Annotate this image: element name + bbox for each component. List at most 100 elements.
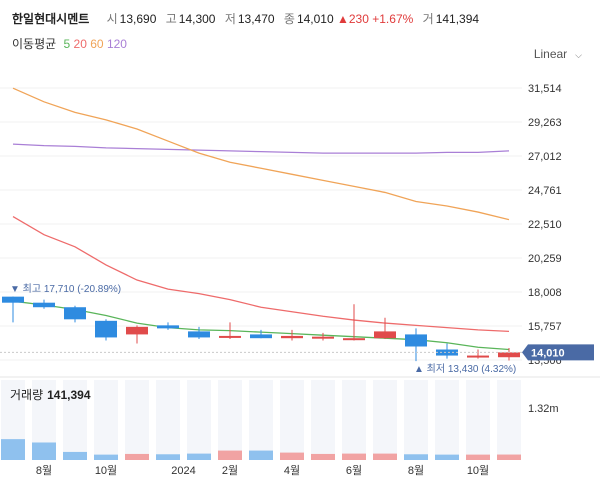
- volume-title-label: 거래량: [10, 388, 44, 402]
- volume-title-value: 141,394: [47, 388, 91, 402]
- change-value: ▲230: [337, 12, 369, 26]
- ma-legend-60[interactable]: 60: [90, 37, 104, 51]
- high-value: 14,300: [178, 12, 216, 26]
- volume-track: [94, 380, 118, 460]
- volume-tick-label: 1.32m: [528, 403, 559, 415]
- candle-body: [436, 349, 458, 356]
- candle-body: [405, 334, 427, 347]
- ma20-line: [12, 216, 510, 333]
- min-annotation: ▲ 최저 13,430 (4.32%): [414, 363, 516, 375]
- candle-body: [219, 335, 241, 338]
- volume-track: [311, 380, 335, 460]
- scale-dropdown[interactable]: Linear ⌵: [534, 47, 582, 61]
- volume-bar: [280, 452, 304, 460]
- ma60-line: [12, 87, 510, 221]
- volume-title: 거래량 141,394: [10, 386, 91, 403]
- volume-track: [218, 380, 242, 460]
- y-tick-label: 22,510: [528, 219, 562, 231]
- volume-track: [249, 380, 273, 460]
- ma-legend-20[interactable]: 20: [73, 37, 87, 51]
- candle-body: [95, 320, 117, 338]
- x-tick-label: 10월: [95, 464, 117, 477]
- volume-track: [404, 380, 428, 460]
- x-tick-label: 6월: [346, 464, 362, 477]
- x-tick-label: 8월: [408, 464, 424, 477]
- volume-track: [125, 380, 149, 460]
- candle-body: [343, 338, 365, 341]
- volume-track: [466, 380, 490, 460]
- close-label: 종: [283, 12, 295, 26]
- volume-bar: [311, 453, 335, 460]
- price-header: 한일현대시멘트 시 13,690 고 14,300 저 13,470 종 14,010 …: [12, 10, 479, 27]
- high-label: 고: [165, 12, 177, 26]
- y-tick-label: 24,761: [528, 185, 562, 197]
- change-percent: +1.67%: [372, 12, 414, 26]
- y-tick-label: 15,757: [528, 321, 562, 333]
- ma-legend-5[interactable]: 5: [63, 37, 71, 51]
- volume-bar: [125, 453, 149, 460]
- candle-body: [2, 296, 24, 303]
- open-value: 13,690: [119, 12, 157, 26]
- candle-body: [126, 326, 148, 335]
- volume-track: [497, 380, 521, 460]
- ma-legend: 이동평균 5 20 60 120: [12, 35, 127, 52]
- candle-body: [188, 331, 210, 338]
- candle-body: [64, 307, 86, 320]
- volume-bar: [1, 439, 25, 460]
- volume-bar: [435, 454, 459, 460]
- volume-bar: [342, 453, 366, 460]
- candle-body: [498, 352, 520, 358]
- ma-legend-120[interactable]: 120: [106, 37, 127, 51]
- volume-bar: [218, 450, 242, 460]
- volume-bar: [373, 453, 397, 460]
- y-tick-label: 18,008: [528, 287, 562, 299]
- candle-body: [281, 335, 303, 339]
- volume-bar: [156, 454, 180, 460]
- y-tick-label: 31,514: [528, 83, 562, 95]
- ma120-line: [12, 143, 510, 154]
- max-annotation: ▼ 최고 17,710 (-20.89%): [10, 283, 121, 295]
- volume-bar: [466, 454, 490, 460]
- x-tick-label: 10월: [467, 464, 489, 477]
- volume-value: 141,394: [435, 12, 480, 26]
- current-price-tag: [522, 344, 594, 361]
- open-label: 시: [106, 12, 118, 26]
- volume-track: [63, 380, 87, 460]
- stock-name: 한일현대시멘트: [12, 12, 90, 26]
- volume-bar: [32, 442, 56, 460]
- current-price-label: 14,010: [531, 347, 565, 359]
- volume-bar: [404, 454, 428, 460]
- volume-track: [156, 380, 180, 460]
- low-label: 저: [224, 12, 236, 26]
- ma5-line: [12, 300, 510, 351]
- candle-body: [312, 336, 334, 339]
- low-value: 13,470: [237, 12, 275, 26]
- candle-body: [157, 325, 179, 329]
- scale-label: Linear: [533, 47, 568, 61]
- chevron-down-icon: ⌵: [575, 50, 582, 60]
- volume-track: [187, 380, 211, 460]
- volume-track: [373, 380, 397, 460]
- candle-body: [467, 355, 489, 358]
- volume-label: 거: [422, 12, 434, 26]
- volume-bar: [187, 453, 211, 460]
- volume-track: [435, 380, 459, 460]
- volume-bar: [94, 454, 118, 460]
- volume-track: [280, 380, 304, 460]
- ma-legend-label: 이동평균: [12, 37, 57, 51]
- candle-body: [33, 302, 55, 308]
- candle-body: [374, 331, 396, 339]
- y-tick-label: 29,263: [528, 117, 562, 129]
- volume-bar: [497, 454, 521, 460]
- volume-bar: [63, 451, 87, 460]
- x-tick-label: 2월: [222, 464, 238, 477]
- y-tick-label: 20,259: [528, 253, 562, 265]
- volume-track: [342, 380, 366, 460]
- x-tick-label: 8월: [36, 464, 52, 477]
- y-tick-label: 27,012: [528, 151, 562, 163]
- x-tick-label: 2024: [171, 465, 195, 477]
- candle-body: [250, 334, 272, 339]
- close-value: 14,010: [296, 12, 334, 26]
- x-tick-label: 4월: [284, 464, 300, 477]
